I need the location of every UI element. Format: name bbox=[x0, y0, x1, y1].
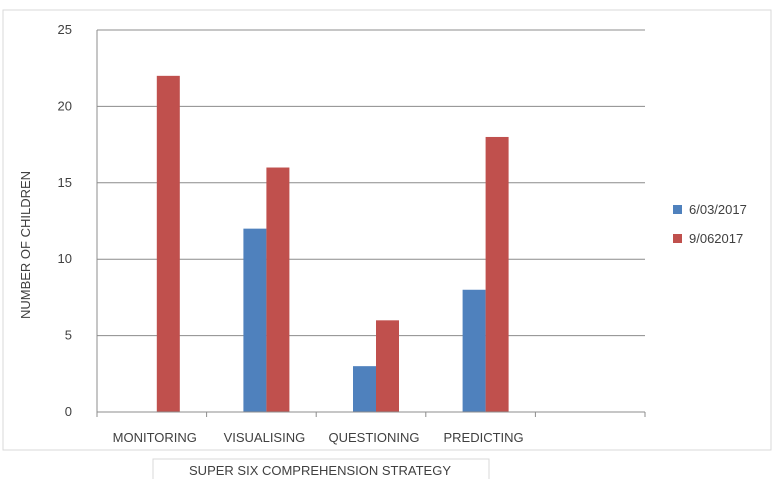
y-axis-label: NUMBER OF CHILDREN bbox=[18, 171, 33, 319]
y-tick-label: 20 bbox=[58, 98, 72, 113]
category-label: VISUALISING bbox=[224, 430, 306, 445]
legend-swatch bbox=[673, 205, 682, 214]
category-label: QUESTIONING bbox=[328, 430, 419, 445]
bar-series1 bbox=[243, 228, 267, 412]
category-label: MONITORING bbox=[113, 430, 197, 445]
x-axis-label-box bbox=[152, 458, 490, 479]
legend: 6/03/2017 9/062017 bbox=[673, 202, 747, 246]
y-tick-label: 25 bbox=[58, 22, 72, 37]
legend-label: 9/062017 bbox=[689, 231, 743, 246]
y-tick-label: 15 bbox=[58, 175, 72, 190]
bars bbox=[156, 75, 509, 412]
y-axis-ticks: 0 5 10 15 20 25 bbox=[58, 22, 72, 419]
bar-series1 bbox=[462, 289, 486, 412]
legend-label: 6/03/2017 bbox=[689, 202, 747, 217]
bar-series1 bbox=[353, 366, 376, 412]
legend-swatch bbox=[673, 234, 682, 243]
category-label: PREDICTING bbox=[444, 430, 524, 445]
axes bbox=[96, 30, 646, 417]
gridlines bbox=[97, 29, 645, 337]
y-tick-label: 5 bbox=[65, 328, 72, 343]
category-labels: MONITORING VISUALISING QUESTIONING PREDICTI… bbox=[113, 430, 524, 445]
y-tick-label: 0 bbox=[65, 404, 72, 419]
x-axis-label: SUPER SIX COMPREHENSION STRATEGY bbox=[189, 463, 451, 478]
bar-series2 bbox=[485, 136, 509, 412]
bar-series2 bbox=[266, 167, 290, 412]
bar-series2 bbox=[156, 75, 180, 412]
bar-series2 bbox=[376, 320, 399, 412]
y-tick-label: 10 bbox=[58, 251, 72, 266]
